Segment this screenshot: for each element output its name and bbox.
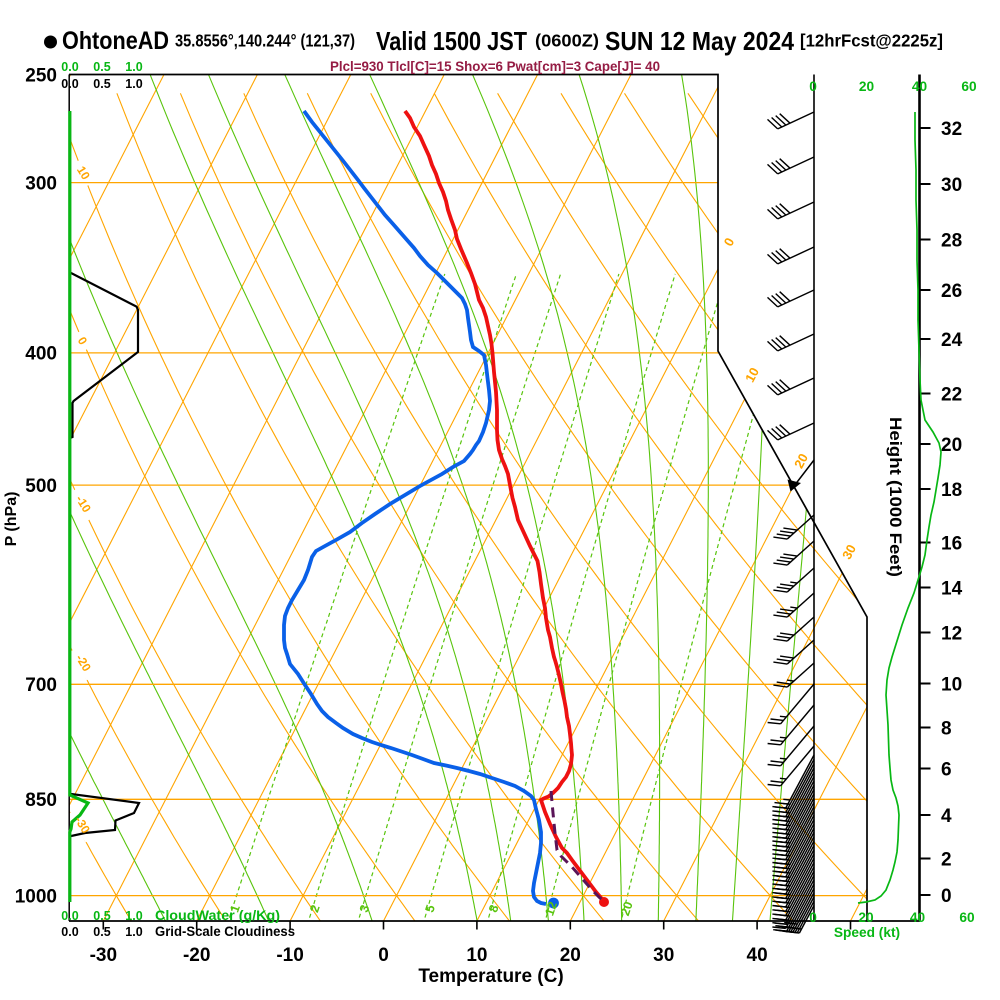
svg-text:20: 20 (791, 451, 811, 471)
svg-text:5: 5 (422, 903, 438, 914)
svg-text:0.0: 0.0 (61, 925, 78, 939)
svg-text:40: 40 (747, 945, 768, 966)
svg-text:Grid-Scale Cloudiness: Grid-Scale Cloudiness (155, 924, 295, 939)
svg-text:1000: 1000 (15, 886, 57, 907)
svg-text:35.8556°,140.244° (121,37): 35.8556°,140.244° (121,37) (175, 31, 355, 51)
svg-text:22: 22 (941, 384, 962, 405)
svg-text:8: 8 (486, 903, 502, 914)
svg-text:Plcl=930 Tlcl[C]=15 Shox=6 Pwa: Plcl=930 Tlcl[C]=15 Shox=6 Pwat[cm]=3 Ca… (330, 59, 660, 74)
svg-text:8: 8 (941, 718, 952, 739)
svg-text:14: 14 (941, 578, 963, 599)
svg-text:60: 60 (959, 910, 975, 925)
svg-text:18: 18 (941, 480, 962, 501)
svg-text:30: 30 (941, 175, 962, 196)
svg-text:2: 2 (941, 849, 952, 870)
svg-text:0.5: 0.5 (93, 909, 110, 923)
svg-text:1.0: 1.0 (125, 60, 142, 74)
svg-text:1.0: 1.0 (125, 925, 142, 939)
svg-text:16: 16 (941, 533, 962, 554)
svg-text:20: 20 (941, 435, 962, 456)
svg-text:0.5: 0.5 (93, 60, 110, 74)
svg-text:10: 10 (941, 674, 962, 695)
svg-text:3: 3 (357, 903, 373, 914)
svg-text:Height (1000 Feet): Height (1000 Feet) (886, 417, 905, 577)
svg-text:850: 850 (25, 790, 57, 811)
svg-text:40: 40 (910, 910, 926, 925)
svg-text:Speed (kt): Speed (kt) (834, 925, 900, 940)
svg-text:300: 300 (25, 173, 57, 194)
svg-text:0.5: 0.5 (93, 77, 110, 91)
svg-text:Valid 1500 JST: Valid 1500 JST (376, 28, 527, 56)
svg-text:[12hrFcst@2225z]: [12hrFcst@2225z] (800, 31, 943, 51)
svg-text:0: 0 (378, 945, 389, 966)
svg-text:20: 20 (618, 900, 636, 918)
svg-text:10: 10 (742, 365, 762, 385)
svg-text:12: 12 (542, 900, 560, 918)
svg-text:-20: -20 (183, 945, 210, 966)
svg-text:20: 20 (859, 79, 875, 94)
svg-text:500: 500 (25, 476, 57, 497)
svg-text:40: 40 (912, 79, 928, 94)
svg-text:0: 0 (809, 79, 817, 94)
svg-text:250: 250 (25, 65, 57, 86)
svg-text:1.0: 1.0 (125, 77, 142, 91)
svg-text:400: 400 (25, 344, 57, 365)
svg-text:Temperature (C): Temperature (C) (418, 966, 563, 987)
svg-text:6: 6 (941, 759, 952, 780)
svg-text:32: 32 (941, 119, 962, 140)
svg-text:-30: -30 (90, 945, 117, 966)
svg-text:(0600Z): (0600Z) (535, 31, 599, 51)
svg-text:24: 24 (941, 330, 963, 351)
svg-text:2: 2 (307, 903, 323, 914)
svg-text:0: 0 (941, 886, 952, 907)
svg-text:0.0: 0.0 (61, 77, 78, 91)
svg-text:-10: -10 (276, 945, 303, 966)
svg-text:28: 28 (941, 230, 962, 251)
svg-text:30: 30 (839, 542, 859, 562)
svg-text:CloudWater (g/Kg): CloudWater (g/Kg) (155, 908, 280, 923)
svg-text:P (hPa): P (hPa) (3, 492, 20, 547)
svg-text:0.0: 0.0 (61, 909, 78, 923)
svg-text:10: 10 (466, 945, 487, 966)
svg-text:20: 20 (858, 910, 874, 925)
svg-text:60: 60 (961, 79, 977, 94)
svg-text:4: 4 (941, 806, 952, 827)
svg-text:1.0: 1.0 (125, 909, 142, 923)
svg-text:OhtoneAD: OhtoneAD (62, 28, 169, 55)
svg-text:0: 0 (809, 910, 817, 925)
svg-text:SUN 12 May 2024: SUN 12 May 2024 (605, 28, 795, 56)
svg-text:26: 26 (941, 281, 962, 302)
svg-text:30: 30 (653, 945, 674, 966)
svg-text:0.5: 0.5 (93, 925, 110, 939)
svg-text:0.0: 0.0 (61, 60, 78, 74)
svg-text:20: 20 (560, 945, 581, 966)
svg-text:700: 700 (25, 675, 57, 696)
svg-text:12: 12 (941, 623, 962, 644)
svg-text:1: 1 (227, 903, 243, 914)
